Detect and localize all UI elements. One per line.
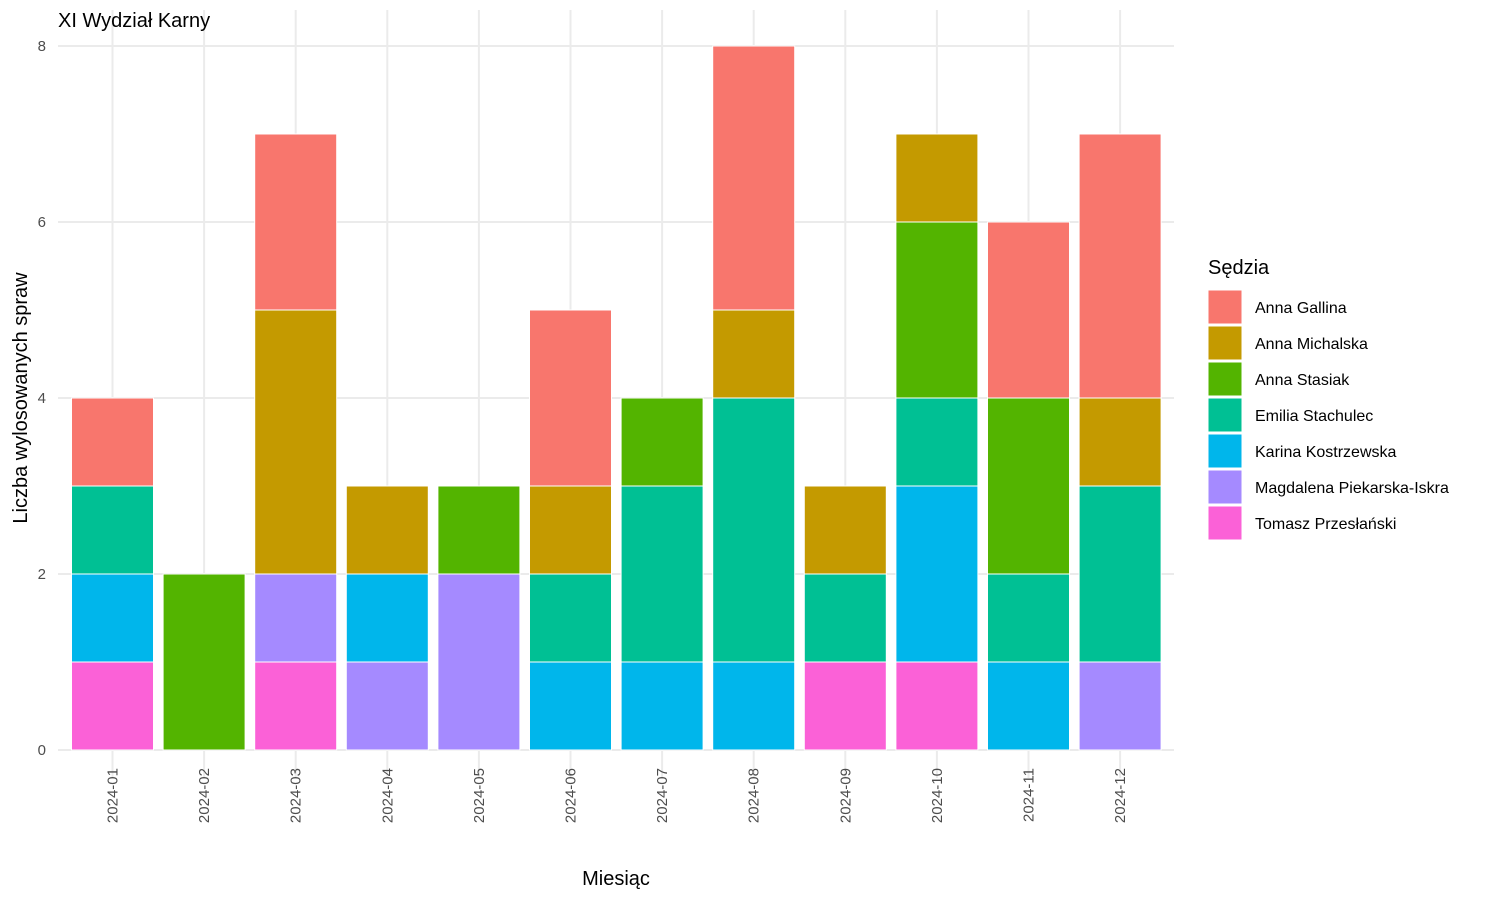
bar-segment: [1078, 397, 1162, 487]
bar-segment: [162, 573, 246, 751]
chart-title: XI Wydział Karny: [58, 10, 210, 32]
x-tick-label: 2024-07: [654, 768, 671, 823]
bar-segment: [895, 397, 979, 487]
x-tick-label: 2024-08: [746, 768, 763, 823]
bar-segment: [529, 661, 612, 751]
bar-segment: [1078, 485, 1162, 663]
x-tick-label: 2024-09: [837, 768, 854, 823]
x-axis-ticks: 2024-01 2024-02 2024-03 2024-04 2024-05 2024-…: [105, 768, 1130, 823]
x-tick-label: 2024-06: [563, 768, 580, 823]
bar-segment: [71, 397, 154, 487]
bar-segment: [712, 45, 796, 311]
legend-swatch: [1207, 433, 1243, 469]
bar-segment: [895, 485, 979, 663]
y-tick-label: 4: [38, 390, 46, 407]
bar-segment: [254, 309, 338, 575]
legend-label: Karina Kostrzewska: [1255, 444, 1396, 461]
x-tick-label: 2024-04: [379, 768, 396, 823]
bar-segment: [254, 133, 338, 311]
y-tick-label: 0: [38, 742, 46, 759]
bar-segment: [254, 573, 338, 663]
bar-segment: [895, 661, 979, 751]
bar-segment: [1078, 133, 1162, 399]
bar-segment: [620, 661, 704, 751]
bar-segment: [803, 485, 887, 575]
x-tick-label: 2024-10: [929, 768, 946, 823]
legend-label: Anna Stasiak: [1255, 372, 1350, 389]
legend-swatch: [1207, 325, 1243, 361]
y-axis-title: Liczba wylosowanych spraw: [10, 272, 32, 524]
bar-segment: [345, 661, 429, 751]
legend-swatch: [1207, 397, 1243, 433]
bar-segment: [345, 573, 429, 663]
bar-segment: [987, 397, 1070, 575]
legend: Sędzia Anna Gallina Anna Michalska Anna St…: [1207, 257, 1449, 541]
bar-segment: [803, 573, 887, 663]
bar-segment: [437, 573, 521, 751]
legend-label: Emilia Stachulec: [1255, 408, 1373, 425]
bar-segment: [529, 485, 612, 575]
bar-segment: [1078, 661, 1162, 751]
y-axis-ticks: 0 2 4 6 8: [38, 38, 46, 759]
legend-swatch: [1207, 289, 1243, 325]
bar-segment: [712, 397, 796, 663]
bar-segment: [71, 485, 154, 575]
bar-segment: [71, 661, 154, 751]
bar-segment: [803, 661, 887, 751]
bar-segment: [437, 485, 521, 575]
bar-segment: [895, 133, 979, 223]
x-tick-label: 2024-02: [196, 768, 213, 823]
legend-title: Sędzia: [1208, 257, 1270, 279]
bars: [71, 45, 1162, 751]
x-tick-label: 2024-03: [288, 768, 305, 823]
bar-segment: [620, 397, 704, 487]
x-axis-title: Miesiąc: [582, 868, 650, 890]
bar-segment: [987, 221, 1070, 399]
y-tick-label: 6: [38, 214, 46, 231]
legend-swatch: [1207, 505, 1243, 541]
bar-segment: [712, 309, 796, 399]
bar-segment: [987, 573, 1070, 663]
x-tick-label: 2024-11: [1021, 768, 1038, 822]
y-tick-label: 2: [38, 566, 46, 583]
bar-segment: [620, 485, 704, 663]
x-tick-label: 2024-12: [1112, 768, 1129, 823]
y-tick-label: 8: [38, 38, 46, 55]
bar-segment: [895, 221, 979, 399]
legend-swatch: [1207, 469, 1243, 505]
legend-label: Anna Gallina: [1255, 300, 1347, 317]
legend-label: Magdalena Piekarska-Iskra: [1255, 480, 1449, 497]
bar-segment: [345, 485, 429, 575]
bar-segment: [254, 661, 338, 751]
legend-label: Tomasz Przesłański: [1255, 516, 1396, 533]
bar-segment: [987, 661, 1070, 751]
bar-segment: [529, 309, 612, 487]
x-tick-label: 2024-05: [471, 768, 488, 823]
x-tick-label: 2024-01: [105, 768, 122, 823]
legend-label: Anna Michalska: [1255, 336, 1368, 353]
bar-segment: [712, 661, 796, 751]
bar-segment: [529, 573, 612, 663]
legend-swatch: [1207, 361, 1243, 397]
bar-segment: [71, 573, 154, 663]
